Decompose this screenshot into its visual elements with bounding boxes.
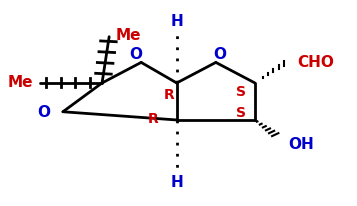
Text: S: S [236,105,246,119]
Text: Me: Me [116,28,141,43]
Text: O: O [129,46,142,61]
Text: O: O [213,46,226,61]
Text: S: S [236,85,246,99]
Text: R: R [148,111,159,125]
Text: O: O [37,105,50,120]
Text: CHO: CHO [297,55,334,70]
Text: H: H [170,174,183,189]
Text: OH: OH [288,136,314,151]
Text: H: H [170,14,183,29]
Text: Me: Me [7,75,33,90]
Text: R: R [164,88,175,102]
